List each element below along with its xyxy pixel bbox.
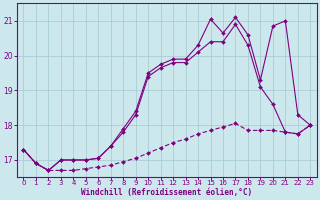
X-axis label: Windchill (Refroidissement éolien,°C): Windchill (Refroidissement éolien,°C) (81, 188, 252, 197)
